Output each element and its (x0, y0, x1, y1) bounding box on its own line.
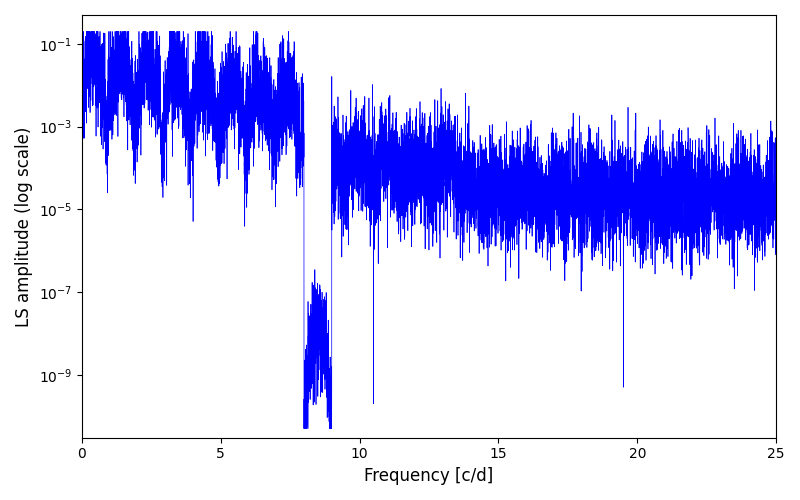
Y-axis label: LS amplitude (log scale): LS amplitude (log scale) (15, 126, 33, 326)
X-axis label: Frequency [c/d]: Frequency [c/d] (364, 467, 494, 485)
